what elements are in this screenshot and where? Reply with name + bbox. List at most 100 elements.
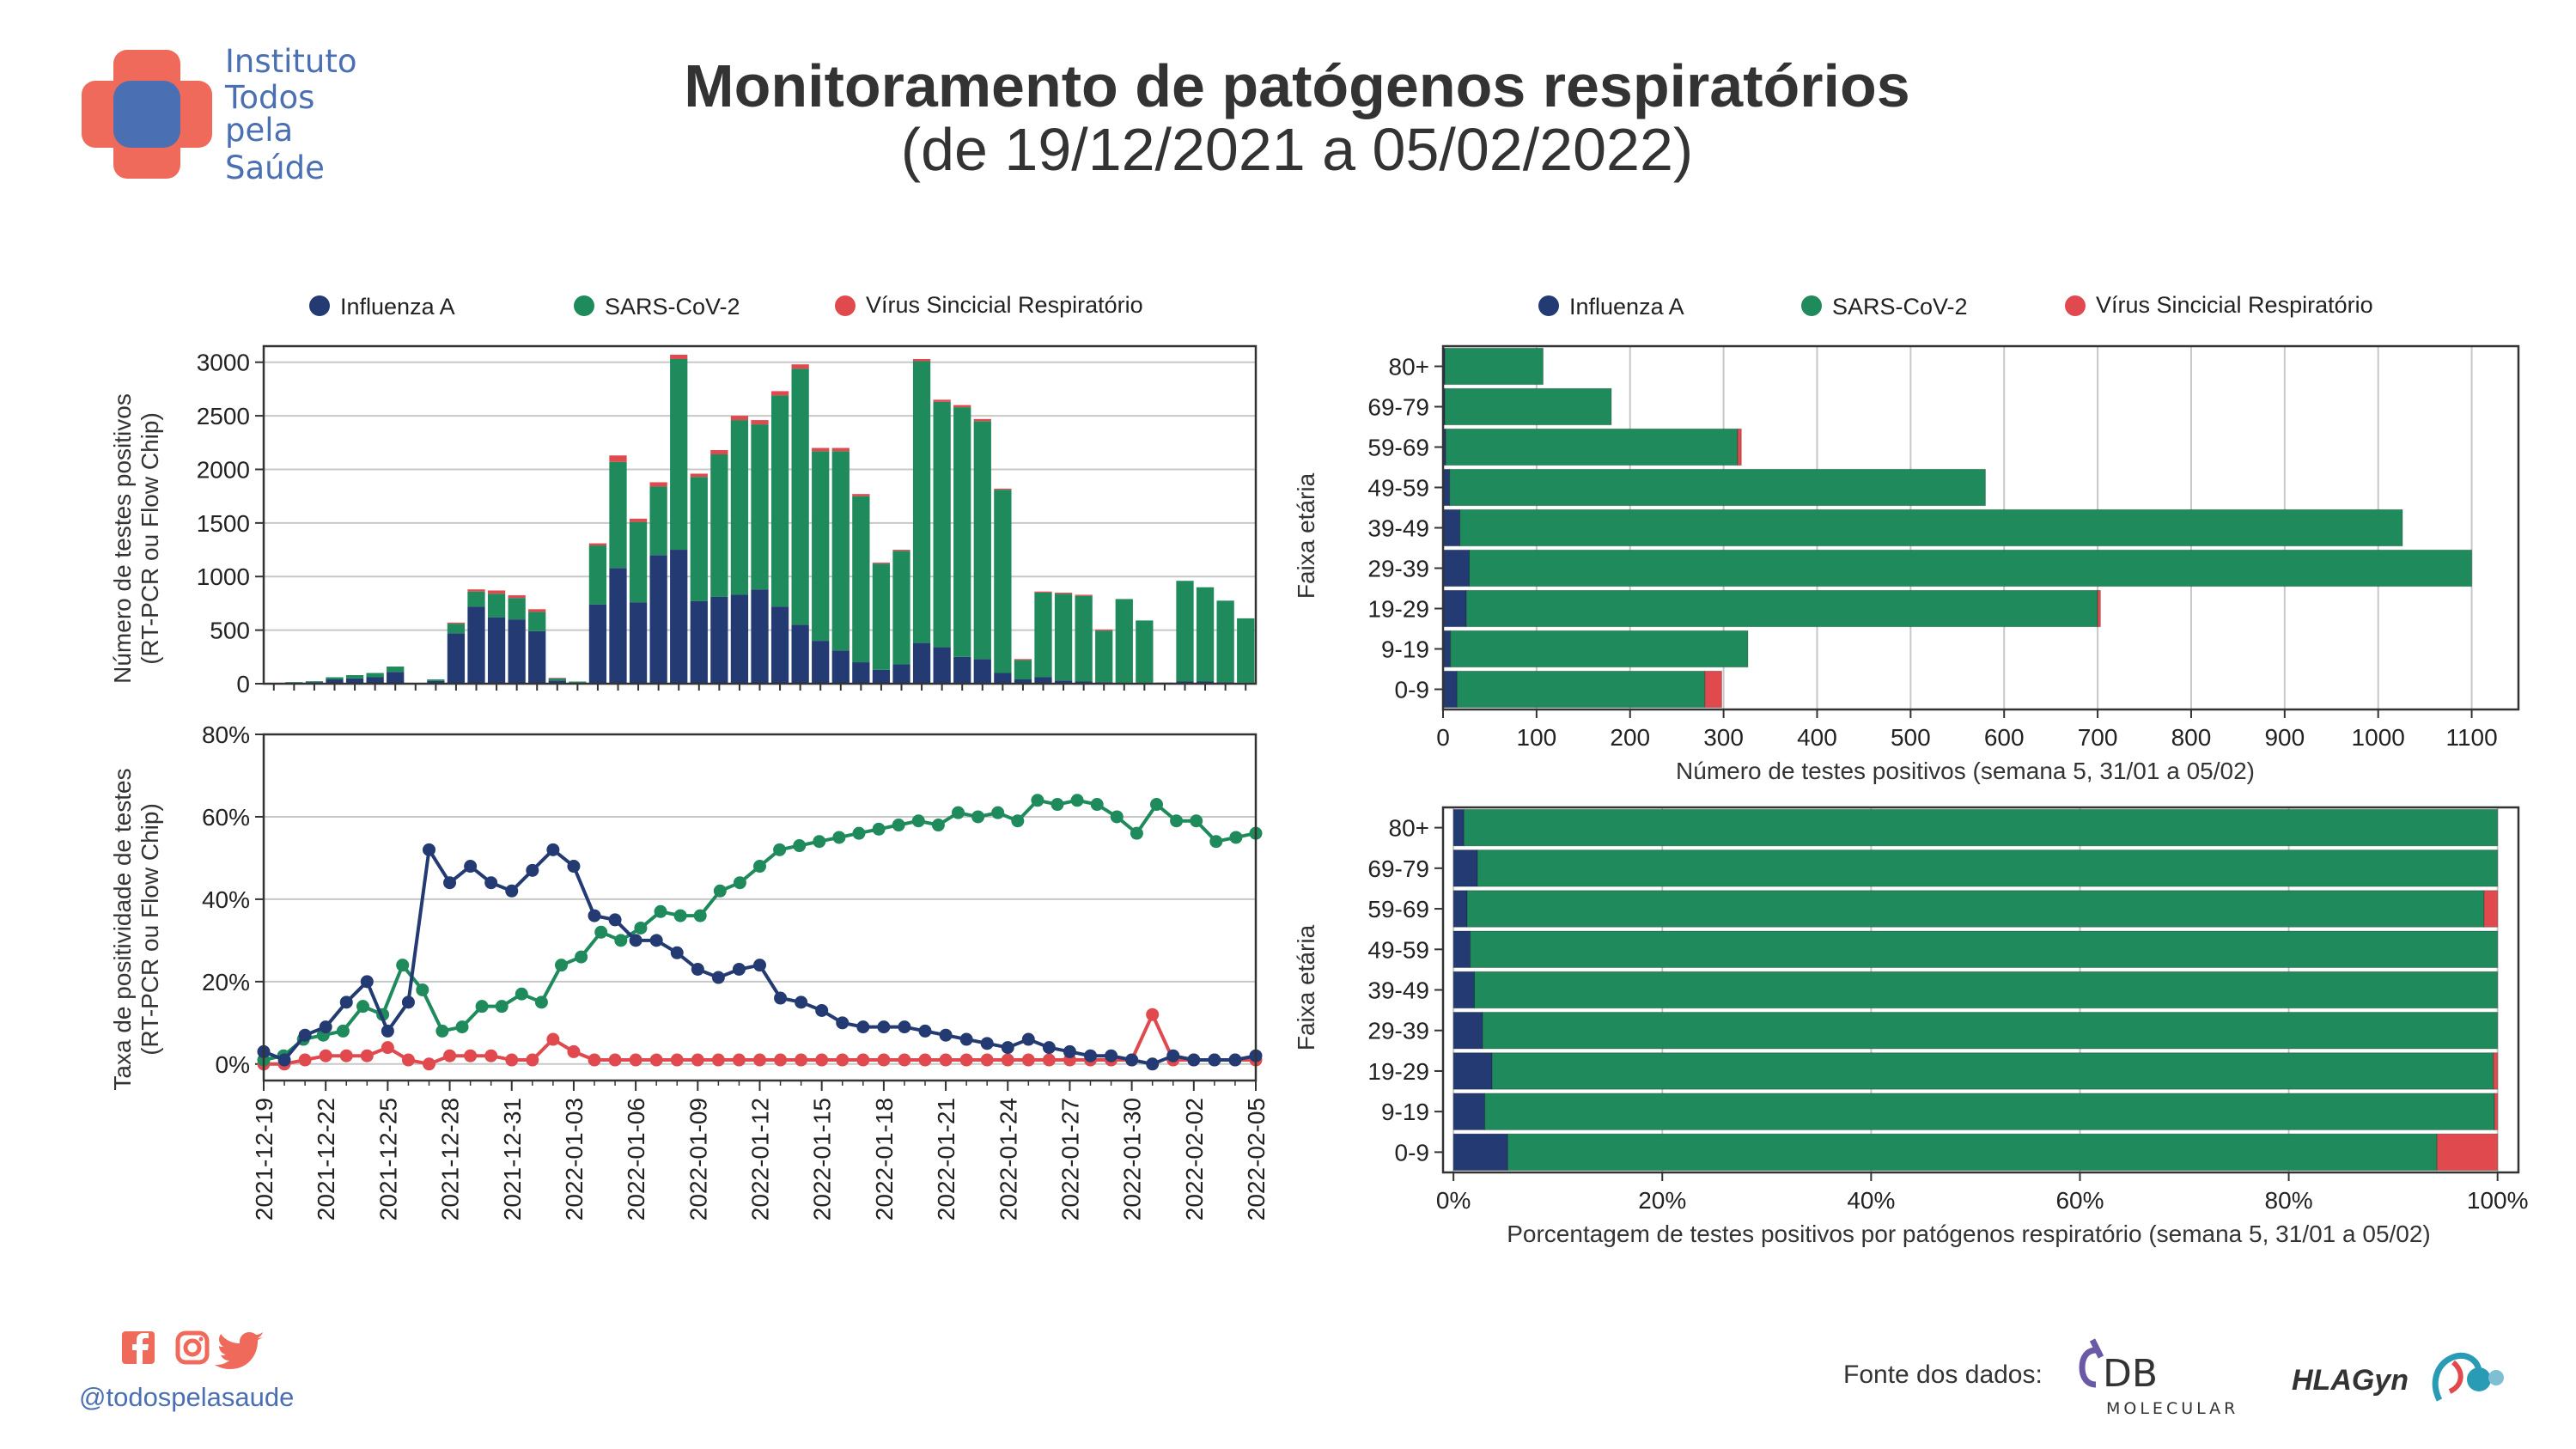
age-group-percentage-bar-chart: 0% 20% 40% 60% 80% 100% 80+ 69-79 59-69 49-59 39-4… <box>1367 806 2529 1214</box>
chart2-point-vsr <box>711 1053 725 1067</box>
chart1-bar-vsr <box>831 447 850 452</box>
legend-left-vsr-marker <box>835 295 856 316</box>
chart1-bar-sars <box>588 545 607 605</box>
chart2-x-tick-label: 2021-12-31 <box>499 1098 526 1221</box>
chart4-bar-influenza <box>1452 1133 1508 1172</box>
chart2-ylabel-line2: (RT-PCR ou Flow Chip) <box>137 803 163 1056</box>
chart1-y-tick-label: 2000 <box>197 456 250 483</box>
chart1-ylabel-line1: Número de testes positivos <box>109 393 136 684</box>
chart1-bar-sars <box>973 421 991 660</box>
chart4-x-tick-label: 80% <box>2265 1187 2313 1214</box>
chart2-point-vsr <box>670 1053 684 1067</box>
chart1-bar-sars <box>1014 660 1032 680</box>
chart2-point-vsr <box>588 1053 601 1067</box>
chart2-point-influenza <box>980 1037 994 1050</box>
legend-right-influenza-label: Influenza A <box>1569 294 1684 320</box>
chart2-point-influenza <box>918 1024 932 1038</box>
chart1-bar-sars <box>1054 594 1073 681</box>
chart1-bar-vsr <box>467 589 485 592</box>
chart2-point-vsr <box>608 1053 622 1067</box>
chart2-point-influenza <box>753 959 766 972</box>
chart1-bar-influenza <box>892 664 910 684</box>
page-subtitle: (de 19/12/2021 a 05/02/2022) <box>901 116 1693 183</box>
chart2-point-sars <box>753 860 766 874</box>
chart2-point-sars <box>971 810 985 824</box>
chart1-bar-influenza <box>994 673 1012 684</box>
chart3-bar-sars <box>1456 670 1706 709</box>
chart2-point-influenza <box>339 995 353 1009</box>
chart4-x-tick-label: 60% <box>2055 1187 2104 1214</box>
chart4-y-tick-label: 59-69 <box>1367 896 1429 922</box>
chart2-point-influenza <box>443 876 457 890</box>
chart2-point-vsr <box>484 1049 498 1062</box>
chart1-bar-sars <box>427 679 445 681</box>
chart2-point-vsr <box>298 1053 312 1067</box>
chart2-point-vsr <box>774 1053 788 1067</box>
chart2-point-sars <box>614 934 628 947</box>
instagram-icon[interactable] <box>175 1330 210 1365</box>
chart1-bar-vsr <box>933 399 951 402</box>
chart1-bar-sars <box>872 563 891 670</box>
facebook-icon[interactable] <box>122 1331 155 1364</box>
chart2-frame <box>262 733 1258 1082</box>
chart3-y-tick-label: 80+ <box>1389 354 1430 381</box>
chart2-point-sars <box>1070 794 1084 807</box>
chart2-point-influenza <box>939 1028 953 1042</box>
logo-center-square <box>113 81 180 148</box>
chart2-point-influenza <box>567 860 581 874</box>
chart2-point-influenza <box>732 962 746 976</box>
twitter-icon[interactable] <box>215 1332 265 1369</box>
chart2-point-influenza <box>691 962 704 976</box>
chart2-point-sars <box>1170 814 1184 828</box>
chart1-bar-vsr <box>852 494 870 496</box>
chart4-bar-influenza <box>1452 930 1471 969</box>
logo-line-2: Todos <box>224 79 314 116</box>
social-handle[interactable]: @todospelasaude <box>79 1382 294 1412</box>
chart2-point-influenza <box>1208 1053 1221 1067</box>
chart2-x-tick-label: 2022-02-02 <box>1181 1098 1208 1221</box>
chart2-point-influenza <box>795 995 808 1009</box>
chart2-point-vsr <box>443 1049 457 1062</box>
chart1-bar-influenza <box>629 602 648 684</box>
chart1-bar-influenza <box>730 594 749 684</box>
chart2-point-vsr <box>1021 1053 1035 1067</box>
chart1-bar-sars <box>670 358 688 551</box>
chart2-point-sars <box>396 959 410 972</box>
chart2-x-tick-label: 2022-01-21 <box>933 1098 959 1221</box>
chart3-y-tick-label: 59-69 <box>1367 435 1429 461</box>
legend-left-sars-marker <box>574 295 594 316</box>
chart3-x-tick-label: 200 <box>1610 724 1650 751</box>
chart1-bar-influenza <box>649 555 667 684</box>
chart2-point-sars <box>594 925 608 939</box>
chart2-x-tick-label: 2021-12-22 <box>313 1098 339 1221</box>
chart1-bar-sars <box>629 521 648 603</box>
chart1-bar-sars <box>1196 587 1215 682</box>
chart2-point-sars <box>911 814 925 828</box>
chart2-point-influenza <box>1125 1053 1139 1067</box>
chart2-point-sars <box>931 819 945 832</box>
chart1-bar-vsr <box>812 447 830 452</box>
chart1-bar-influenza <box>690 600 708 684</box>
chart2-point-sars <box>1130 826 1143 840</box>
chart1-bar-influenza <box>528 630 546 684</box>
chart2-point-sars <box>872 822 886 836</box>
legend-left-influenza-marker <box>309 295 330 316</box>
chart2-point-sars <box>534 995 548 1009</box>
chart1-bar-vsr <box>973 418 991 422</box>
chart4-bar-influenza <box>1452 890 1468 928</box>
chart2-point-sars <box>475 1000 489 1014</box>
chart3-x-tick-label: 700 <box>2078 724 2118 751</box>
chart4-bar-vsr <box>2494 1093 2499 1130</box>
chart3-bar-sars <box>1449 468 1986 507</box>
chart2-point-vsr <box>360 1049 374 1062</box>
chart1-bar-influenza <box>1014 679 1032 684</box>
age-group-counts-bar-chart: 0 100 200 300 400 500 600 700 800 900 1000 1100 80+ 6… <box>1367 344 2520 751</box>
chart1-y-tick-label: 2500 <box>197 403 250 429</box>
chart1-bar-influenza <box>953 656 971 684</box>
chart1-bar-sars <box>831 451 850 651</box>
logo: Instituto Todos pela Saúde <box>82 43 357 186</box>
chart1-y-tick-label: 1000 <box>197 563 250 590</box>
chart3-bar-sars <box>1445 428 1739 466</box>
chart2-point-vsr <box>401 1053 415 1067</box>
chart1-bar-vsr <box>609 455 627 462</box>
